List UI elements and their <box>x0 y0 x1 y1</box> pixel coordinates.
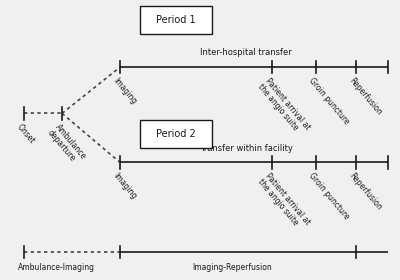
Text: Reperfusion: Reperfusion <box>347 171 384 212</box>
Text: Groin puncture: Groin puncture <box>307 171 351 221</box>
Text: Ambulance-Imaging: Ambulance-Imaging <box>18 263 94 272</box>
Text: Transfer within facility: Transfer within facility <box>200 144 292 153</box>
Text: Period 2: Period 2 <box>156 129 196 139</box>
Text: Imaging: Imaging <box>111 76 138 106</box>
Text: Reperfusion: Reperfusion <box>347 76 384 117</box>
Text: Patient arrival at
the angio suite: Patient arrival at the angio suite <box>256 76 312 137</box>
FancyBboxPatch shape <box>140 6 212 34</box>
Text: Groin puncture: Groin puncture <box>307 76 351 126</box>
Text: Imaging-Reperfusion: Imaging-Reperfusion <box>192 263 272 272</box>
Text: Patient arrival at
the angio suite: Patient arrival at the angio suite <box>256 171 312 233</box>
Text: Period 1: Period 1 <box>156 15 196 25</box>
Text: Onset: Onset <box>15 122 36 145</box>
Text: Imaging: Imaging <box>111 171 138 201</box>
Text: Inter-hospital transfer: Inter-hospital transfer <box>200 48 292 57</box>
FancyBboxPatch shape <box>140 120 212 148</box>
Text: Ambulance
departure: Ambulance departure <box>46 122 88 167</box>
